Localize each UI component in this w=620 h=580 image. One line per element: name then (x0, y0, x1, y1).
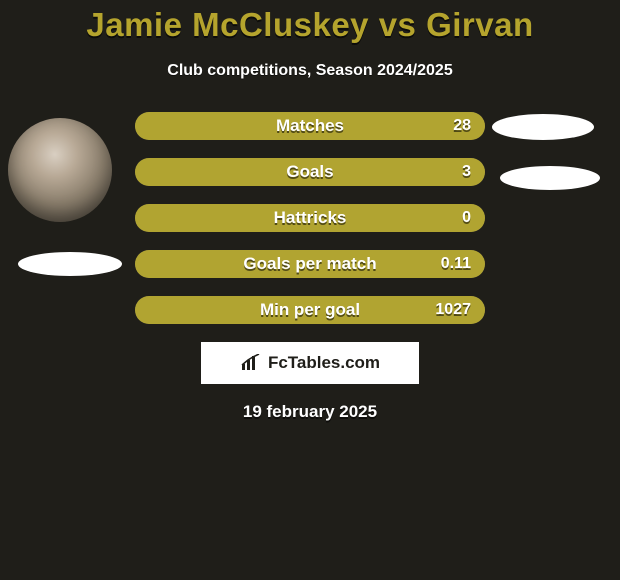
stat-label: Hattricks (135, 208, 485, 228)
shadow-ellipse-right-1 (492, 114, 594, 140)
stat-row: Goals3 (135, 158, 485, 186)
stat-row: Goals per match0.11 (135, 250, 485, 278)
stat-value: 0 (462, 209, 471, 227)
stat-label: Goals per match (135, 254, 485, 274)
player-photo (8, 118, 112, 222)
stat-label: Min per goal (135, 300, 485, 320)
shadow-ellipse-left (18, 252, 122, 276)
stat-rows: Matches28 Goals3 Hattricks0 Goals per match… (135, 112, 485, 324)
stat-label: Goals (135, 162, 485, 182)
stat-value: 1027 (435, 301, 471, 319)
stat-row: Matches28 (135, 112, 485, 140)
stat-value: 3 (462, 163, 471, 181)
stat-label: Matches (135, 116, 485, 136)
stat-row: Min per goal1027 (135, 296, 485, 324)
page-title: Jamie McCluskey vs Girvan (0, 0, 620, 44)
stat-value: 0.11 (441, 255, 471, 273)
date-label: 19 february 2025 (0, 402, 620, 422)
stat-value: 28 (453, 117, 471, 135)
shadow-ellipse-right-2 (500, 166, 600, 190)
subtitle: Club competitions, Season 2024/2025 (0, 62, 620, 80)
stat-row: Hattricks0 (135, 204, 485, 232)
bar-chart-icon (240, 354, 262, 372)
brand-badge: FcTables.com (201, 342, 419, 384)
comparison-stage: Matches28 Goals3 Hattricks0 Goals per match… (0, 112, 620, 422)
brand-text: FcTables.com (268, 353, 380, 373)
